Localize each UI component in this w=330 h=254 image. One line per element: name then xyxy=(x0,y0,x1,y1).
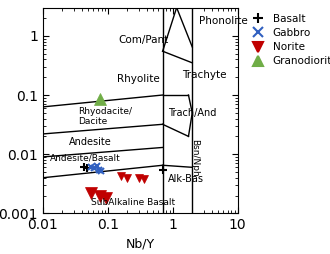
Text: Andesite: Andesite xyxy=(69,137,112,147)
Text: SubAlkaline Basalt: SubAlkaline Basalt xyxy=(91,198,175,208)
Text: Rhyodacite/
Dacite: Rhyodacite/ Dacite xyxy=(78,107,132,126)
Text: Andesite/Basalt: Andesite/Basalt xyxy=(50,154,121,163)
Legend: Basalt, Gabbro, Norite, Granodiorite: Basalt, Gabbro, Norite, Granodiorite xyxy=(247,13,330,67)
Text: Bsn/Nph: Bsn/Nph xyxy=(190,139,199,177)
Text: Phonolite: Phonolite xyxy=(199,16,247,26)
Text: Rhyolite: Rhyolite xyxy=(117,73,160,84)
Text: Com/Pant: Com/Pant xyxy=(118,35,168,45)
Text: Trach/And: Trach/And xyxy=(168,108,216,118)
Text: Trachyte: Trachyte xyxy=(182,70,227,80)
X-axis label: Nb/Y: Nb/Y xyxy=(126,238,155,251)
Text: Alk-Bas: Alk-Bas xyxy=(168,174,204,184)
